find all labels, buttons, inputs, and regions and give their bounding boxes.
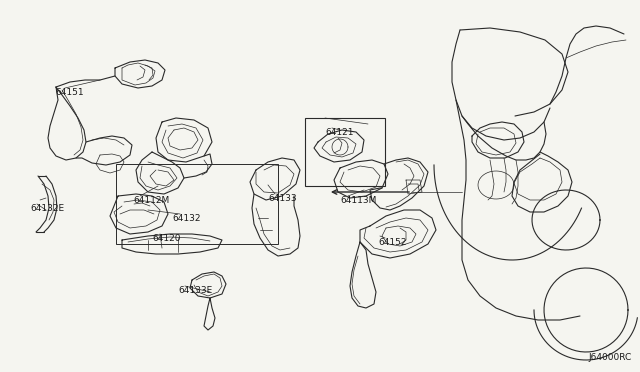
Text: 64133: 64133	[268, 194, 296, 203]
Bar	[305, 118, 385, 186]
Text: 64113M: 64113M	[340, 196, 376, 205]
Text: 64121: 64121	[325, 128, 353, 137]
Text: 64152: 64152	[378, 238, 406, 247]
Text: 64133E: 64133E	[178, 286, 212, 295]
Text: 64132: 64132	[172, 214, 200, 223]
Text: J64000RC: J64000RC	[589, 353, 632, 362]
Text: 64112M: 64112M	[133, 196, 169, 205]
Text: 64132E: 64132E	[30, 204, 64, 213]
Text: 64151: 64151	[55, 88, 84, 97]
Text: 64120: 64120	[152, 234, 180, 243]
Bar	[116, 164, 278, 244]
